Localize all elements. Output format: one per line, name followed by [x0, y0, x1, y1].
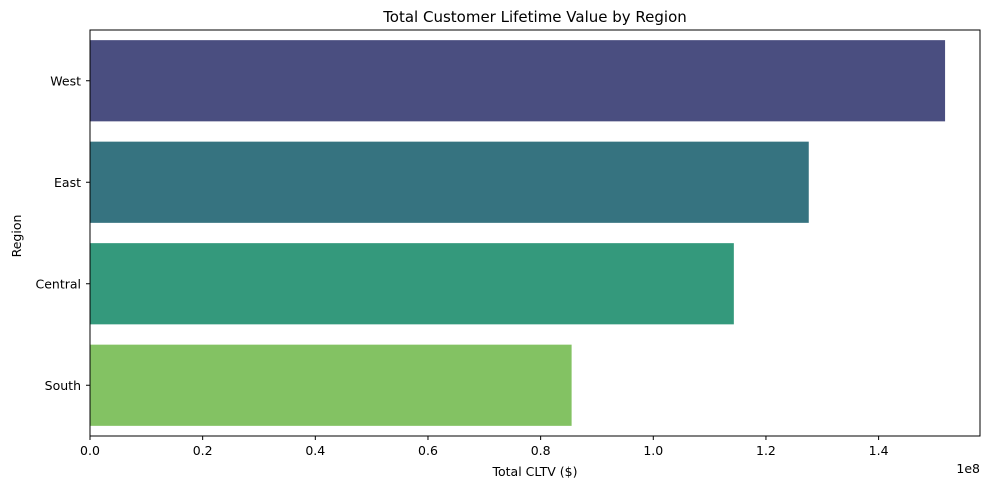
y-tick-label-south: South	[45, 378, 81, 393]
x-axis-ticks: 0.0 0.2 0.4 0.6 0.8 1.0 1.2 1.4	[80, 436, 889, 458]
x-tick-label: 0.6	[418, 443, 438, 458]
bar-east	[90, 141, 809, 223]
y-axis-ticks: West East Central South	[35, 73, 90, 393]
bar-central	[90, 243, 734, 325]
bars-layer	[90, 40, 946, 426]
y-tick-label-east: East	[54, 175, 81, 190]
bar-west	[90, 40, 946, 122]
x-tick-label: 1.0	[643, 443, 663, 458]
x-tick-label: 1.2	[756, 443, 776, 458]
x-axis-label: Total CLTV ($)	[491, 464, 577, 479]
x-axis-scale-label: 1e8	[956, 461, 980, 476]
x-tick-label: 0.0	[80, 443, 100, 458]
y-tick-label-central: Central	[35, 276, 81, 291]
bar-south	[90, 344, 572, 426]
y-tick-label-west: West	[50, 73, 81, 88]
x-tick-label: 0.8	[531, 443, 551, 458]
x-tick-label: 0.2	[193, 443, 213, 458]
y-axis-label: Region	[9, 215, 24, 258]
x-tick-label: 0.4	[305, 443, 325, 458]
chart-title: Total Customer Lifetime Value by Region	[382, 8, 687, 26]
x-tick-label: 1.4	[869, 443, 889, 458]
plot-frame	[89, 29, 981, 437]
